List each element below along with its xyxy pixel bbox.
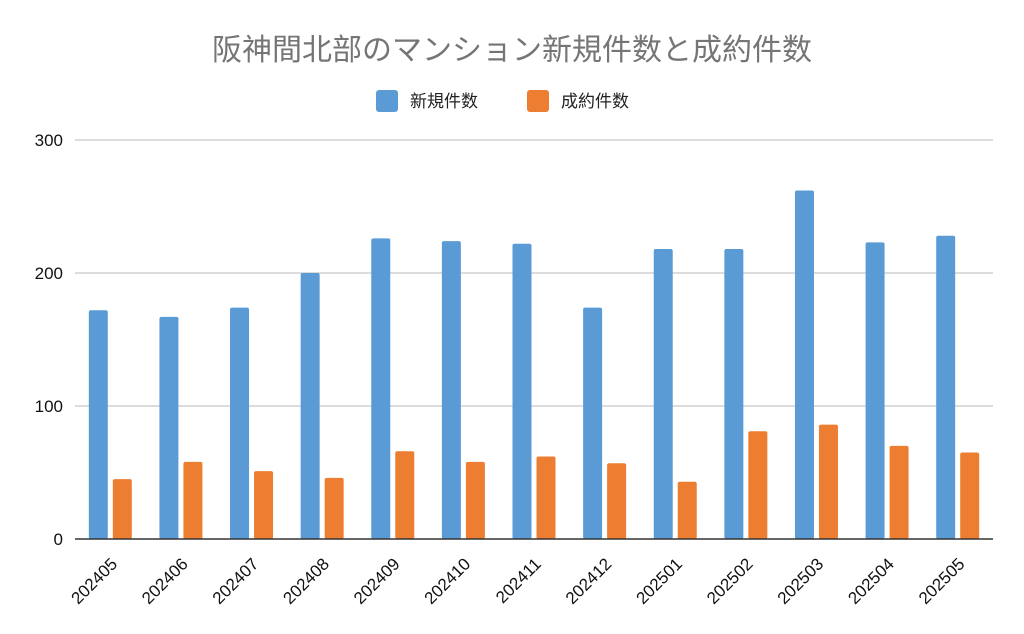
- x-axis-ticks: 202405 202406 202407 202408 202409 202410 2024…: [68, 554, 969, 608]
- bar-contracts-202410: [465, 461, 485, 539]
- y-tick-label: 0: [54, 530, 63, 549]
- x-tick-label: 202405: [68, 554, 122, 608]
- bar-new-listings-202504: [865, 242, 885, 539]
- x-tick-label: 202502: [703, 554, 757, 608]
- bar-contracts-202503: [818, 424, 838, 539]
- x-tick-label: 202412: [562, 554, 616, 608]
- bar-new-listings-202405: [88, 310, 108, 539]
- bar-contracts-202502: [748, 431, 768, 539]
- y-tick-label: 300: [35, 131, 63, 150]
- bar-new-listings-202411: [512, 243, 532, 540]
- bar-contracts-202409: [395, 451, 415, 539]
- bar-contracts-202505: [960, 452, 980, 539]
- y-tick-label: 200: [35, 264, 63, 283]
- bar-new-listings-202407: [230, 307, 250, 539]
- x-tick-label: 202410: [421, 554, 475, 608]
- legend-swatch-contracts: [527, 90, 549, 112]
- x-tick-label: 202505: [915, 554, 969, 608]
- y-tick-label: 100: [35, 397, 63, 416]
- chart-title: 阪神間北部のマンション新規件数と成約件数: [212, 33, 812, 68]
- x-tick-label: 202409: [350, 554, 404, 608]
- bar-new-listings-202503: [794, 190, 814, 540]
- x-tick-label: 202504: [844, 554, 898, 608]
- bar-contracts-202411: [536, 456, 556, 539]
- x-tick-label: 202503: [774, 554, 828, 608]
- bar-new-listings-202502: [724, 249, 744, 539]
- bar-contracts-202405: [112, 479, 132, 539]
- legend-label-contracts: 成約件数: [561, 92, 629, 112]
- bar-new-listings-202408: [300, 273, 320, 539]
- bar-new-listings-202505: [936, 235, 956, 539]
- x-tick-label: 202408: [279, 554, 333, 608]
- x-tick-label: 202411: [492, 554, 545, 607]
- bar-contracts-202504: [889, 445, 909, 539]
- legend-label-new-listings: 新規件数: [410, 92, 478, 112]
- x-tick-label: 202501: [633, 554, 687, 608]
- x-tick-label: 202407: [209, 554, 263, 608]
- legend-swatch-new-listings: [376, 90, 398, 112]
- gridlines: [75, 139, 993, 407]
- bar-new-listings-202501: [653, 249, 673, 539]
- bar-new-listings-202409: [371, 238, 391, 540]
- bar-contracts-202412: [607, 463, 627, 539]
- bar-contracts-202407: [254, 471, 274, 539]
- bar-contracts-202406: [183, 461, 203, 539]
- x-tick-label: 202406: [138, 554, 192, 608]
- y-axis-ticks: 0 100 200 300: [35, 131, 63, 549]
- bar-new-listings-202412: [583, 307, 603, 539]
- bars: [88, 190, 980, 540]
- legend: 新規件数 成約件数: [376, 90, 629, 112]
- bar-new-listings-202406: [159, 316, 179, 539]
- bar-contracts-202501: [677, 481, 697, 539]
- bar-new-listings-202410: [441, 241, 461, 539]
- bar-contracts-202408: [324, 477, 344, 539]
